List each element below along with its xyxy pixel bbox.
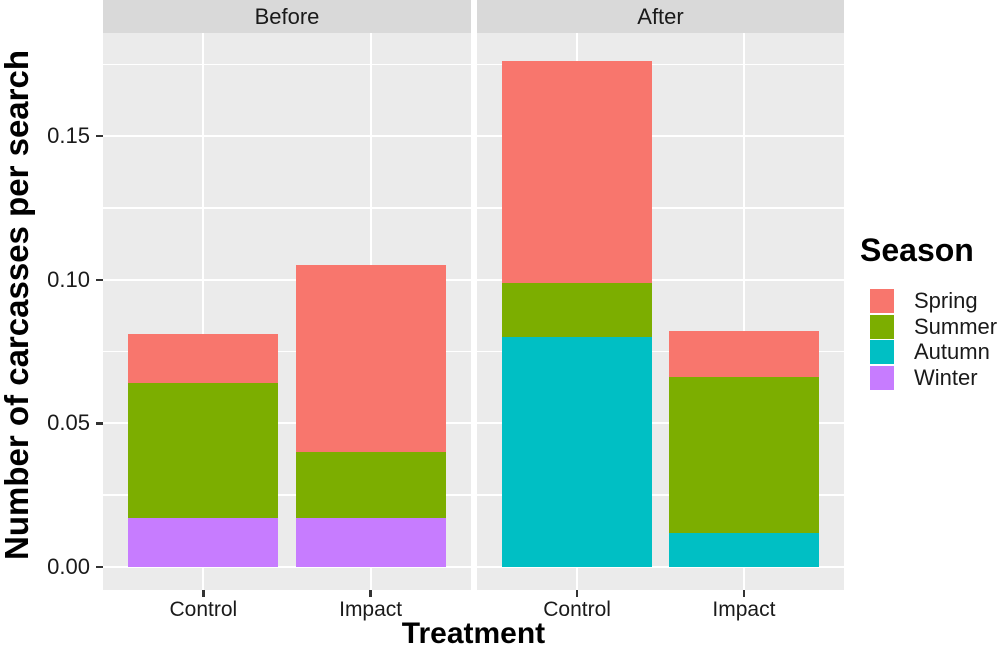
legend-item-summer: Summer [860,313,1000,339]
gridline-major-x-after-impact [742,33,745,590]
gridline-minor-y-0.025 [103,494,471,496]
gridline-major-y-0.15 [477,135,844,138]
y-tick-label-0.05: 0.05 [47,410,90,436]
bar-segment-after-impact-summer [668,377,819,533]
y-tick-mark-0.00 [96,565,103,569]
legend-title: Season [860,232,974,268]
x-tick-mark-after-impact [742,590,746,597]
x-tick-mark-before-impact [369,590,372,597]
legend-items: Spring Summer Autumn Winter [860,289,1000,390]
legend-item-autumn: Autumn [860,339,1000,365]
gridline-major-y-0.00 [477,566,844,569]
legend-swatch-winter [870,365,894,390]
gridline-minor-y-0.175 [477,63,844,66]
y-tick-label-0.15: 0.15 [47,123,90,149]
bar-segment-after-impact-spring [668,331,819,378]
y-tick-label-0.00: 0.00 [47,554,90,580]
gridline-minor-y-0.175 [103,63,471,66]
facet-strip-label-before: Before [254,3,320,29]
bar-segment-after-impact-autumn [668,532,819,568]
gridline-minor-y-0.125 [477,207,844,209]
legend-label-summer: Summer [914,313,998,339]
bar-segment-before-control-winter [128,518,279,567]
y-tick-mark-0.15 [96,134,103,138]
gridline-major-y-0.10 [103,278,471,281]
panel-after [477,33,844,590]
bar-segment-before-control-summer [128,383,279,519]
legend: Season Spring Summer Autumn Winter [860,232,1000,390]
bar-segment-before-impact-summer [295,452,446,519]
legend-label-winter: Winter [914,364,978,390]
x-tick-label-after-control: Control [543,598,611,621]
gridline-minor-y-0.125 [103,207,471,209]
x-tick-mark-after-control [575,590,579,597]
x-tick-label-before-impact: Impact [339,598,403,621]
x-axis-title: Treatment [401,617,546,650]
gridline-major-y-0.15 [103,135,471,138]
gridline-major-y-0.10 [477,278,844,281]
y-tick-mark-0.05 [96,422,103,425]
y-tick-label-0.10: 0.10 [47,266,90,292]
gridline-major-x-before-control [202,33,205,590]
bar-segment-after-control-autumn [502,337,653,567]
gridline-major-y-0.05 [477,422,844,425]
panel-before [103,33,471,590]
bar-segment-before-control-spring [128,334,279,384]
x-tick-label-after-impact: Impact [712,598,776,621]
x-tick-label-before-control: Control [169,598,238,621]
legend-label-spring: Spring [914,288,978,313]
bar-segment-after-control-summer [502,282,653,338]
gridline-minor-y-0.075 [477,350,844,353]
bar-segment-before-impact-spring [295,265,446,453]
facet-strip-after: After [477,0,844,33]
gridline-minor-y-0.075 [103,350,471,353]
facet-strip-label-after: After [637,3,684,29]
y-axis-title: Number of carcasses per search [0,20,38,590]
y-tick-mark-0.10 [96,278,103,282]
gridline-major-y-0.00 [103,566,471,569]
bar-segment-before-impact-winter [295,518,446,567]
bar-segment-after-control-spring [502,61,653,283]
legend-item-spring: Spring [860,289,1000,313]
legend-swatch-summer [870,314,894,339]
facet-strip-before: Before [103,0,471,33]
gridline-minor-y-0.025 [477,494,844,496]
legend-swatch-autumn [870,340,894,365]
legend-item-winter: Winter [860,364,1000,390]
legend-swatch-spring [870,289,894,313]
legend-label-autumn: Autumn [914,339,990,365]
x-tick-mark-before-control [202,590,205,597]
gridline-major-y-0.05 [103,422,471,425]
